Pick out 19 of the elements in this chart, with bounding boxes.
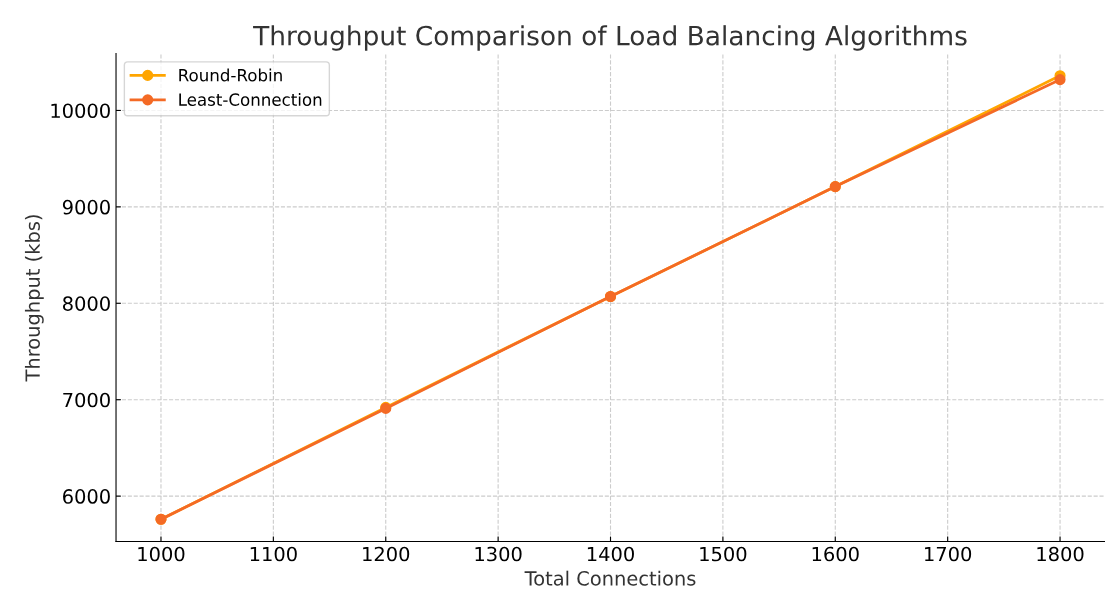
legend-label: Round-Robin	[179, 68, 282, 82]
y-tick-label: 7000	[63, 392, 110, 408]
x-tick-label: 1100	[250, 546, 297, 562]
x-tick-label: 1600	[812, 546, 859, 562]
x-tick-label: 1300	[475, 546, 522, 562]
x-tick-label: 1500	[700, 546, 747, 562]
y-tick-label: 9000	[62, 199, 110, 215]
x-tick-label: 1200	[363, 546, 410, 562]
chart-title: Throughput Comparison of Load Balancing Algorithms	[253, 25, 967, 51]
x-tick-label: 1700	[925, 546, 972, 562]
x-tick-label: 1400	[587, 546, 634, 562]
y-tick-label: 6000	[63, 489, 110, 504]
y-axis-title: Throughput (kbs)	[24, 215, 44, 382]
x-tick-label: 1800	[1037, 546, 1084, 562]
legend-label: Least-Connection	[179, 93, 322, 106]
y-tick-label: 10000	[51, 103, 110, 119]
y-tick-label: 8000	[63, 296, 110, 311]
x-tick-label: 1000	[138, 546, 185, 562]
x-axis-title: Total Connections	[524, 570, 696, 586]
